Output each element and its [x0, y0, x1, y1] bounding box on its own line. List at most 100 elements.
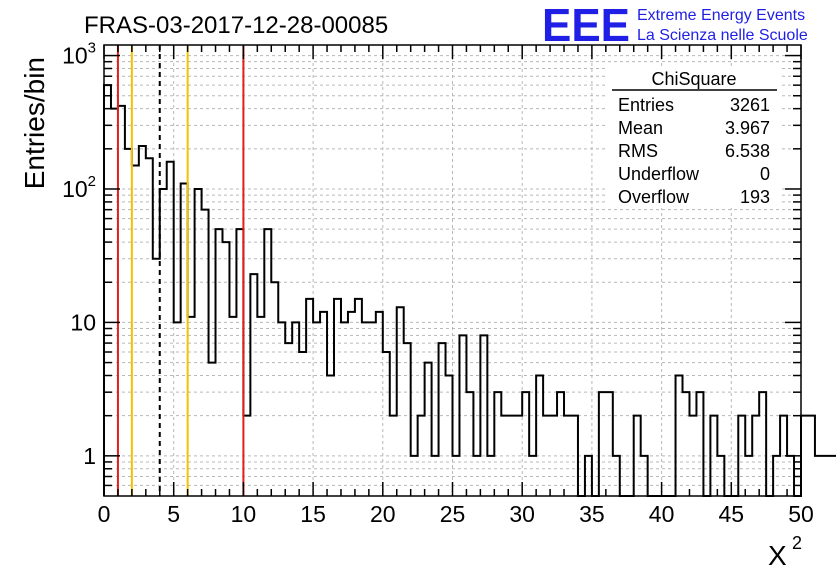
y-tick-labels: 1 10 102 103 [62, 40, 96, 469]
histogram-bin [717, 456, 724, 496]
histogram-bin [480, 335, 487, 496]
histogram-bin [355, 299, 362, 496]
histogram-bin [432, 456, 439, 496]
y-tick-label: 1 [83, 443, 96, 469]
histogram-bin [222, 242, 229, 496]
chart-title: FRAS-03-2017-12-28-00085 [84, 12, 388, 39]
histogram-bin [390, 416, 397, 496]
histogram-bin [808, 416, 815, 496]
histogram-bin [397, 307, 404, 496]
histogram-bin [822, 456, 829, 496]
y-tick-label: 10 [70, 309, 96, 335]
histogram-bin [271, 282, 278, 496]
histogram-bin [752, 416, 759, 496]
histogram-bin [313, 322, 320, 496]
histogram-bin [745, 456, 752, 496]
histogram-bin [369, 322, 376, 496]
histogram-bin [466, 392, 473, 496]
x-tick-label: 0 [98, 501, 111, 527]
x-tick-label: 10 [231, 501, 257, 527]
histogram-bin [543, 416, 550, 496]
histogram-bin [236, 229, 243, 496]
histogram-bin [243, 416, 250, 496]
histogram-bin [341, 322, 348, 496]
histogram-bin [773, 456, 780, 496]
x-tick-label: 45 [719, 501, 745, 527]
y-tick-label: 103 [62, 40, 96, 69]
histogram-bin [801, 416, 808, 496]
histogram-bin [257, 317, 264, 496]
stats-label-mean: Mean [618, 118, 663, 138]
histogram-bin [404, 343, 411, 496]
eee-logo: EEE Extreme Energy Events La Scienza nel… [542, 0, 808, 51]
x-axis-title-base: X [768, 540, 787, 571]
histogram-bin [689, 416, 696, 496]
histogram-bin [529, 456, 536, 496]
x-tick-label: 5 [167, 501, 180, 527]
histogram-bin [522, 392, 529, 496]
histogram-bin [181, 183, 188, 496]
histogram-bin [494, 392, 501, 496]
histogram-bin [425, 363, 432, 496]
histogram-bin [327, 376, 334, 496]
x-tick-label: 20 [370, 501, 396, 527]
histogram-bin [508, 416, 515, 496]
histogram-bin [125, 149, 132, 496]
histogram-bin [564, 416, 571, 496]
histogram-bin [738, 416, 745, 496]
histogram-bin [111, 109, 118, 496]
histogram-bin [585, 456, 592, 496]
y-tick-label: 102 [62, 173, 96, 202]
histogram-bin [278, 322, 285, 496]
x-tick-label: 40 [649, 501, 675, 527]
x-tick-label: 50 [788, 501, 814, 527]
histogram-bins [103, 84, 836, 497]
histogram-bin [160, 189, 167, 496]
histogram-bin [439, 343, 446, 496]
histogram-bin [229, 317, 236, 496]
histogram-bin [146, 158, 153, 496]
x-tick-label: 25 [440, 501, 466, 527]
stats-label-overflow: Overflow [618, 187, 690, 207]
histogram-bin [306, 299, 313, 496]
histogram-bin [334, 299, 341, 496]
histogram-bin [676, 376, 683, 496]
histogram-bin [348, 312, 355, 496]
x-tick-label: 30 [509, 501, 535, 527]
histogram-bin [710, 416, 717, 496]
histogram-bin [320, 312, 327, 496]
y-axis-title: Entries/bin [19, 57, 50, 189]
histogram-bin [487, 456, 494, 496]
histogram-bin [453, 456, 460, 496]
histogram-bin [815, 456, 822, 496]
logo-line2: La Scienza nelle Scuole [637, 27, 808, 44]
stats-value-underflow: 0 [760, 164, 770, 184]
histogram-bin [501, 416, 508, 496]
histogram-bin [683, 392, 690, 496]
stats-value-mean: 3.967 [725, 118, 770, 138]
histogram-bin [515, 416, 522, 496]
stats-value-rms: 6.538 [725, 141, 770, 161]
histogram-bin [571, 416, 578, 496]
histogram-outline [103, 84, 836, 497]
histogram-bin [536, 376, 543, 496]
histogram-bin [411, 456, 418, 496]
stats-label-underflow: Underflow [618, 164, 700, 184]
histogram-bin [216, 229, 223, 496]
histogram-bin [167, 162, 174, 496]
histogram-bin [209, 363, 216, 496]
histogram-bin [446, 376, 453, 496]
histogram-bin [292, 322, 299, 496]
histogram-bin [418, 416, 425, 496]
histogram-bin [264, 229, 271, 496]
histogram-bin [132, 165, 139, 496]
histogram-bin [696, 392, 703, 496]
histogram-bin [383, 352, 390, 496]
histogram-bin [139, 146, 146, 496]
stats-label-entries: Entries [618, 95, 674, 115]
histogram-bin [759, 392, 766, 496]
stats-title: ChiSquare [651, 69, 736, 89]
histogram-bin [641, 456, 648, 496]
histogram-bin [613, 456, 620, 496]
